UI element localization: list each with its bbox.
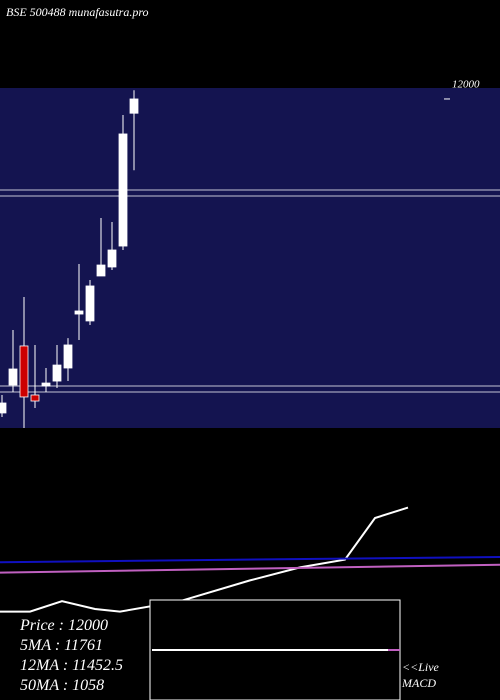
y-tick-label: 12000	[452, 78, 480, 90]
candle-body	[52, 364, 62, 382]
macd-label: <<Live	[402, 660, 440, 674]
candle-body	[107, 249, 117, 268]
candle-body	[85, 285, 95, 322]
price-panel	[0, 88, 500, 428]
candle-body	[96, 264, 106, 277]
info-text: Price : 12000	[19, 617, 108, 634]
macd-label: MACD	[401, 676, 436, 690]
candle-body	[63, 344, 73, 369]
candle-body	[19, 345, 29, 398]
chart-title: BSE 500488 munafasutra.pro	[6, 5, 149, 19]
info-text: 50MA : 1058	[20, 677, 104, 694]
candle-body	[118, 133, 128, 247]
indicator-line	[0, 563, 500, 574]
candle-body	[8, 368, 18, 386]
candle-body	[129, 98, 139, 114]
candle-body	[41, 382, 51, 387]
candle-body	[74, 310, 84, 315]
info-text: 5MA : 11761	[20, 637, 103, 654]
info-text: 12MA : 11452.5	[20, 657, 123, 674]
candle-body	[30, 394, 40, 402]
indicator-line	[0, 556, 500, 564]
candle-body	[0, 402, 7, 414]
